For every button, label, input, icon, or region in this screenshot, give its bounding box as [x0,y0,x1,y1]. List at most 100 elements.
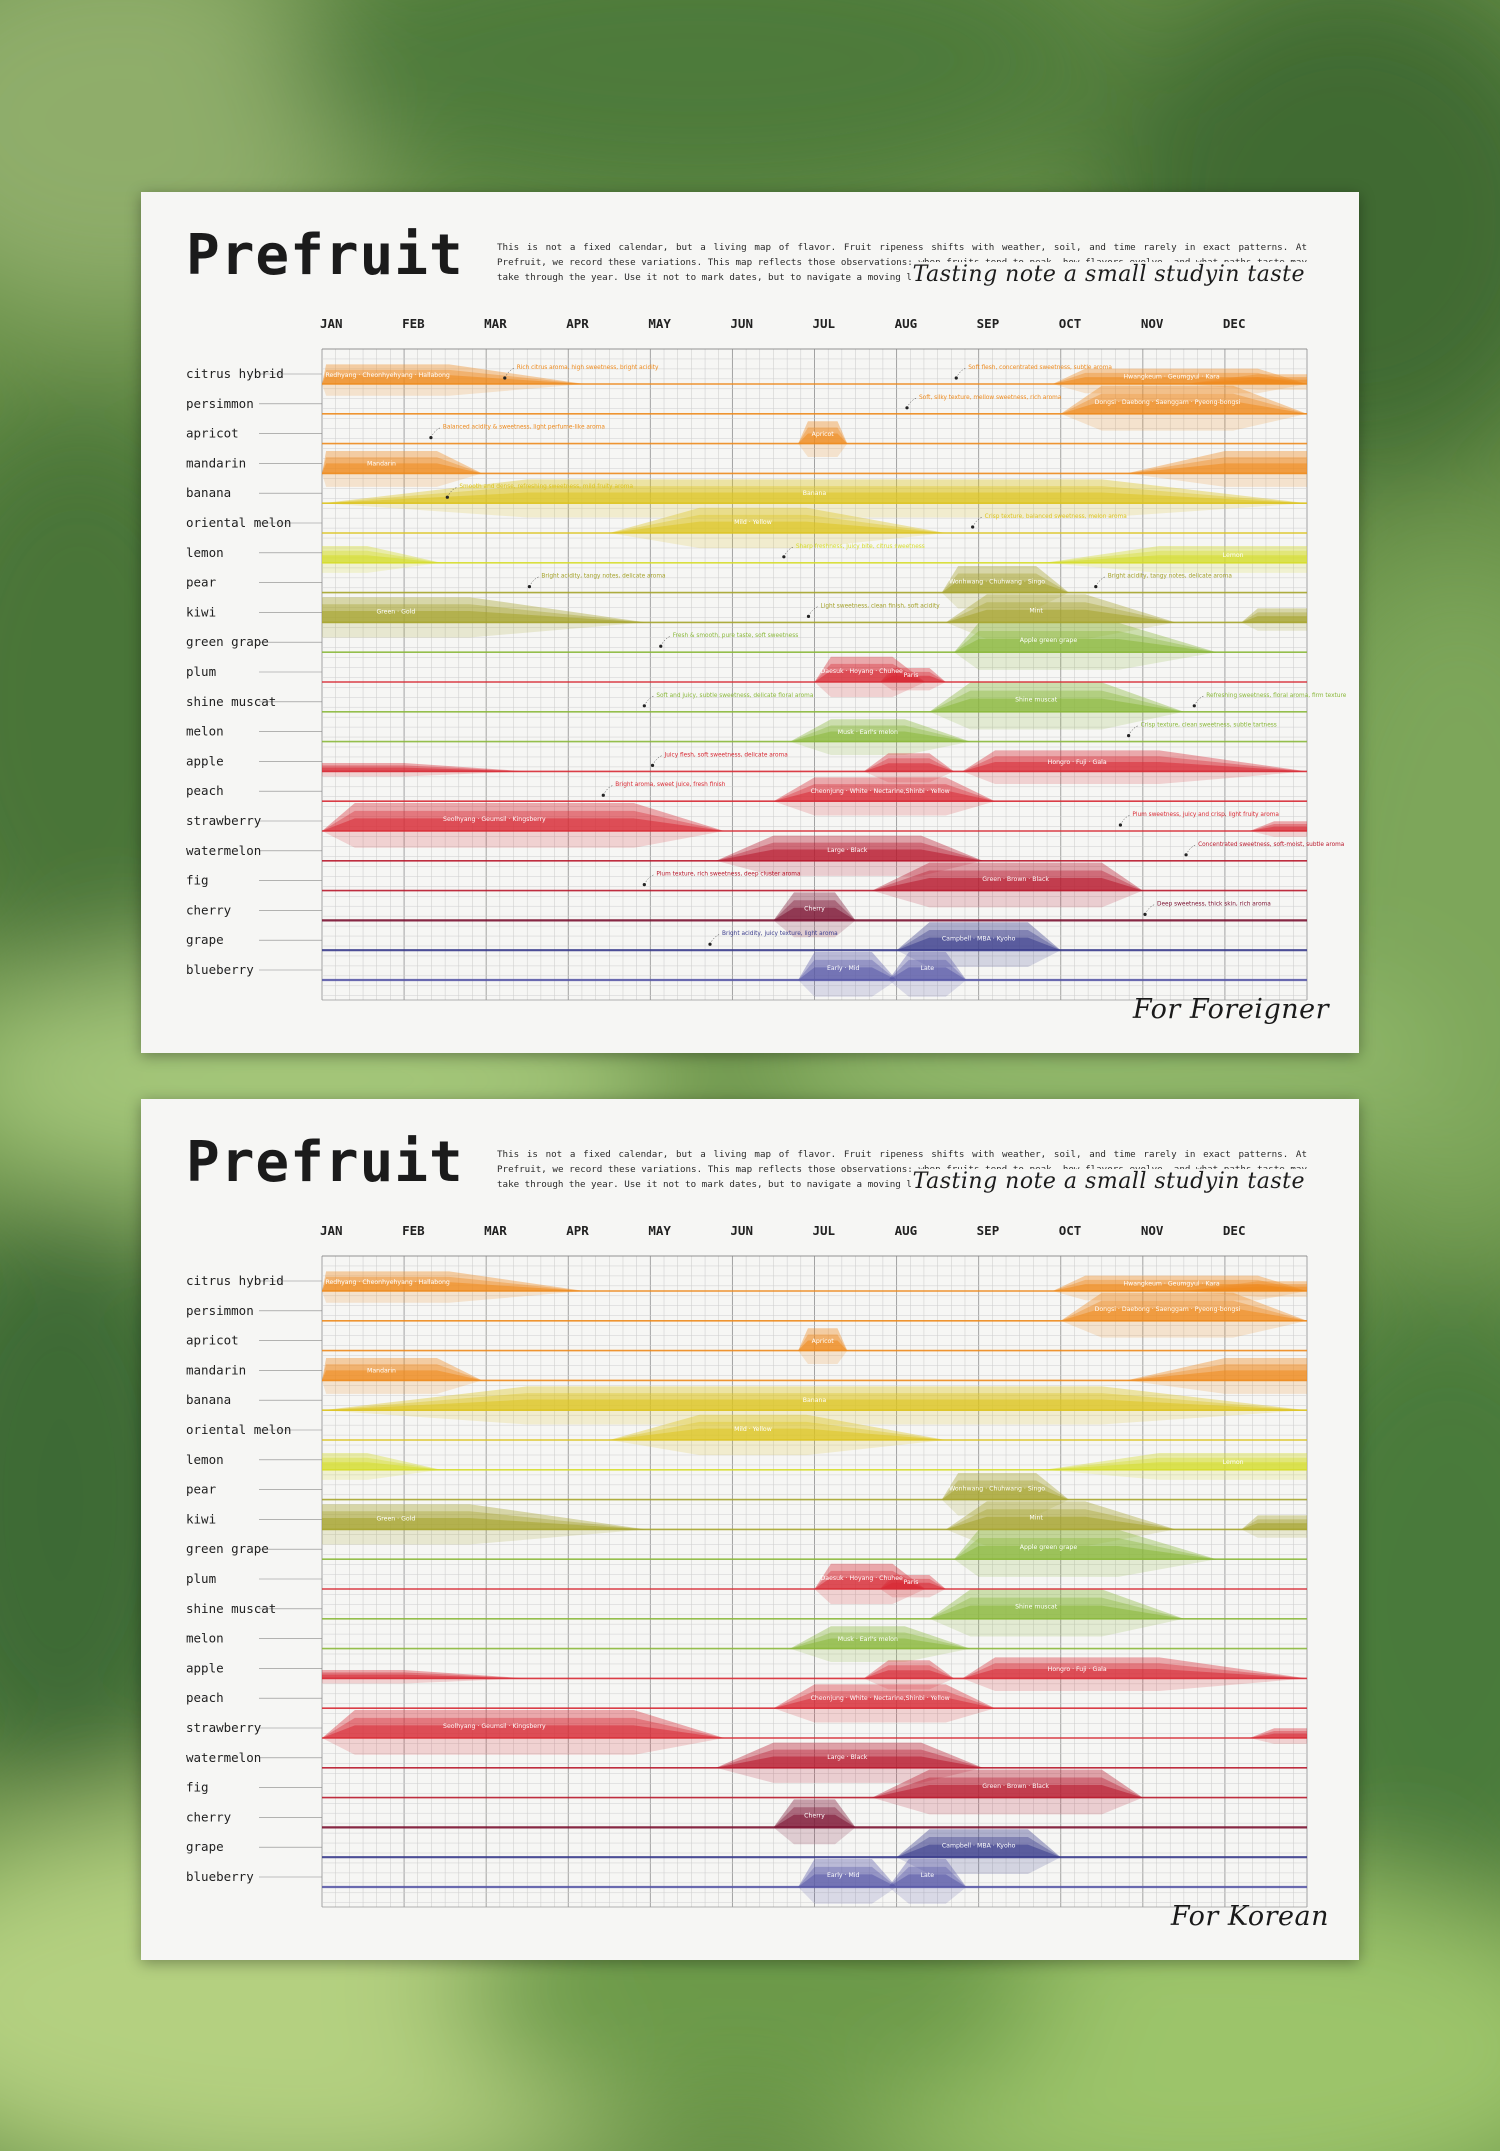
band-label: Lemon [1223,552,1244,559]
band-shape [322,1399,1307,1411]
band-shape [789,1638,971,1649]
row-label: peach [186,1690,224,1705]
band-label: Late [921,1872,935,1879]
note-label: Balanced acidity & sweetness, light perf… [443,425,605,431]
band-label: Daesuk · Hoyang · Chuhee [821,668,904,675]
band-reflection [322,1380,483,1394]
row-label: oriental melon [186,515,291,530]
note-leader [906,397,918,408]
band-shape [880,675,946,682]
band-reflection [1060,413,1307,431]
band-reflection [814,682,926,698]
band-shape [896,1844,1061,1858]
band-label: Green · Gold [376,609,415,616]
band-label: Mint [1029,608,1043,615]
band-label: Apple green grape [1020,1544,1078,1551]
row-label: apricot [186,426,239,441]
band-reflection [880,682,946,691]
row-label: strawberry [186,813,262,828]
band-shape [929,1605,1184,1619]
band-reflection [609,533,946,549]
band-reflection [322,503,1307,518]
note-leader [529,576,540,587]
band-reflection [716,1767,983,1783]
band-shape [871,1785,1143,1798]
month-label: NOV [1141,1223,1164,1238]
band-reflection [322,1738,725,1755]
band-label: Redhyang · Cheonhyehyang · Hallabong [325,1279,449,1286]
band-reflection [798,1887,897,1904]
row-label: shine muscat [186,694,276,709]
band-label: Musk · Earl's melon [838,729,898,736]
band-reflection [1044,562,1307,573]
chart-poster-korean: JAN FEB MAR APR MAY JUN JUL AUG SEP OCT NOV DEC citr… [141,1099,1359,1960]
band-reflection [716,860,983,876]
band-shape [322,1725,725,1738]
band-reflection [863,1678,955,1690]
band-shape [773,790,996,802]
month-label: NOV [1141,316,1164,331]
band-reflection [773,920,856,938]
band-reflection [814,1589,926,1605]
row-label: persimmon [186,396,254,411]
band-reflection [962,1678,1307,1691]
month-label: SEP [977,1223,1000,1238]
band-reflection [798,1350,848,1365]
band-shape [798,967,897,980]
band-shape [1249,1733,1307,1738]
tagline: Tasting note a small studyin taste [910,262,1307,287]
row-label: apple [186,1660,224,1675]
note-leader [1194,695,1205,706]
month-label: FEB [402,316,425,331]
band-reflection [322,473,483,487]
band-shape [798,1340,848,1351]
band-reflection [888,1887,967,1904]
row-label: peach [186,783,224,798]
band-label: Paris [904,672,919,679]
note-dot [601,793,605,797]
row-label: apricot [186,1333,239,1348]
band-reflection [954,1559,1217,1577]
note-leader [430,427,441,438]
baselines [259,373,1307,982]
band-reflection [863,771,955,783]
month-label: MAY [648,1223,671,1238]
band-shape [322,1462,442,1470]
band-label: Shine muscat [1015,1604,1058,1611]
row-label: fig [186,1780,209,1795]
band-label: Hwangkeum · Geumgyul · Kara [1123,374,1219,381]
band-shape [716,1756,983,1768]
row-label: grape [186,932,224,947]
band-shape [1183,1286,1307,1291]
note-label: Soft, silky texture, mellow sweetness, r… [919,395,1062,401]
band-reflection [880,1589,946,1598]
band-reflection [322,1469,442,1480]
band-shape [962,1668,1307,1679]
band-shape [929,698,1184,712]
month-label: JUN [730,316,753,331]
band-shape [954,1545,1217,1560]
band-shape [322,1518,647,1530]
band-label: Musk · Earl's melon [838,1636,898,1643]
intro-paragraph: This is not a fixed calendar, but a livi… [497,1149,1307,1190]
band-reflection [798,443,848,458]
row-label: blueberry [186,962,254,977]
band-reflection [609,1440,946,1456]
band-label: Dongsi · Daebong · Saenggam · Pyeong-bon… [1095,399,1241,406]
band-label: Cheonjung · White · Nectarine,Shinbi · Y… [811,788,950,795]
band-reflection [929,711,1184,730]
note-leader [1185,844,1197,855]
band-label: Mild · Yellow [734,1426,772,1433]
row-label: shine muscat [186,1601,276,1616]
band-label: Mandarin [367,461,396,468]
note-label: Crisp texture, clean sweetness, subtle t… [1141,723,1277,729]
band-label: Campbell · MBA · Kyoho [942,935,1016,942]
row-label: plum [186,1571,216,1586]
band-reflection [945,622,1176,640]
note-leader [652,755,663,766]
band-shape [609,1428,946,1440]
note-label: Plum sweetness, juicy and crisp, light f… [1132,812,1279,818]
note-label: Concentrated sweetness, soft-moist, subt… [1198,842,1345,848]
band-shape [1060,401,1307,414]
band-label: Cherry [804,1813,825,1820]
